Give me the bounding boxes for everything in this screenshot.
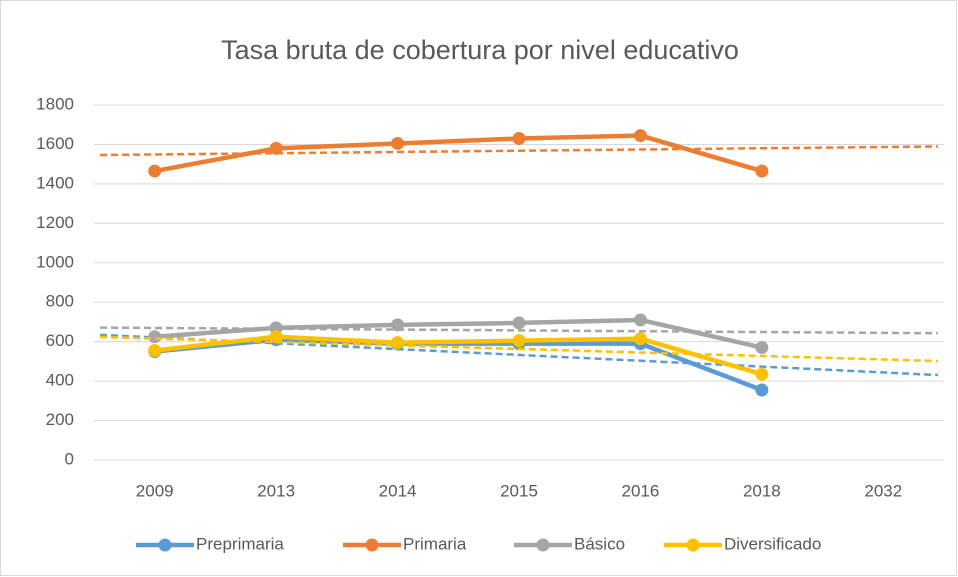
- x-tick-label: 2032: [864, 481, 902, 500]
- point: [633, 313, 647, 327]
- y-tick-label: 400: [46, 371, 74, 390]
- legend-marker: [686, 538, 700, 552]
- point: [755, 164, 769, 178]
- point: [512, 132, 526, 146]
- point: [633, 332, 647, 346]
- legend-label: Diversificado: [724, 534, 821, 553]
- point: [755, 383, 769, 397]
- point: [148, 344, 162, 358]
- series-line: [154, 317, 763, 350]
- point: [391, 336, 405, 350]
- y-tick-label: 1600: [36, 134, 74, 153]
- legend-label: Básico: [574, 534, 625, 553]
- y-tick-label: 1200: [36, 213, 74, 232]
- point: [633, 129, 647, 143]
- y-tick-label: 1800: [36, 94, 74, 113]
- x-tick-label: 2013: [257, 481, 295, 500]
- point: [269, 141, 283, 155]
- point: [755, 367, 769, 381]
- chart-title: Tasa bruta de cobertura por nivel educat…: [221, 35, 739, 65]
- x-tick-label: 2014: [379, 481, 417, 500]
- y-tick-label: 200: [46, 410, 74, 429]
- series-line: [154, 334, 763, 377]
- legend-marker: [158, 538, 172, 552]
- x-tick-label: 2016: [622, 481, 660, 500]
- trendline: [100, 335, 938, 363]
- x-tick-label: 2018: [743, 481, 781, 500]
- point: [269, 330, 283, 344]
- y-tick-label: 0: [65, 449, 74, 468]
- point: [512, 334, 526, 348]
- legend-marker: [365, 538, 379, 552]
- trendline: [100, 333, 938, 377]
- y-tick-label: 1400: [36, 173, 74, 192]
- point: [148, 164, 162, 178]
- point: [391, 136, 405, 150]
- series-line: [154, 133, 763, 174]
- legend-label: Primaria: [403, 534, 467, 553]
- point: [391, 318, 405, 332]
- point: [512, 316, 526, 330]
- x-tick-label: 2009: [136, 481, 174, 500]
- point: [148, 330, 162, 344]
- point: [755, 341, 769, 355]
- y-tick-label: 800: [46, 292, 74, 311]
- trendline: [100, 326, 938, 335]
- legend-marker: [536, 538, 550, 552]
- legend-label: Preprimaria: [196, 534, 284, 553]
- trendline: [100, 145, 938, 157]
- y-tick-label: 600: [46, 331, 74, 350]
- y-tick-label: 1000: [36, 252, 74, 271]
- x-tick-label: 2015: [500, 481, 538, 500]
